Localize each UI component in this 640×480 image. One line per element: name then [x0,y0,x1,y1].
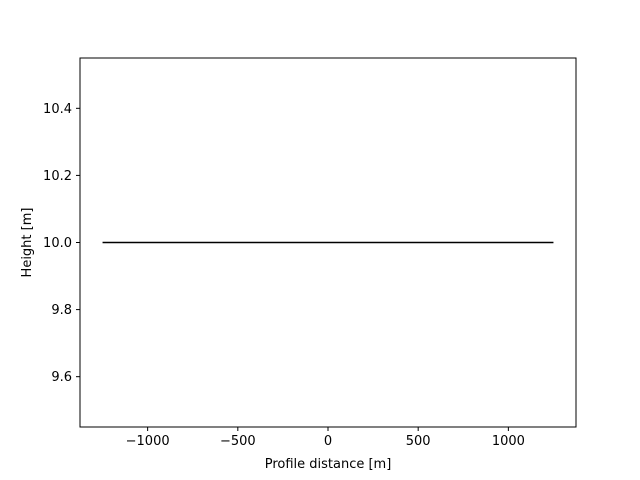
y-tick-label: 9.6 [51,370,72,385]
x-tick-label: −500 [220,434,256,449]
y-tick-label: 9.8 [51,303,72,318]
y-axis-ticks: 9.6 9.8 10.0 10.2 10.4 [43,102,80,385]
y-tick-label: 10.4 [43,102,72,117]
y-tick-label: 10.0 [43,236,72,251]
x-tick-label: −1000 [126,434,170,449]
x-tick-label: 500 [406,434,431,449]
plot-frame [79,57,577,428]
x-axis-label: Profile distance [m] [265,457,392,472]
y-tick-label: 10.2 [43,169,72,184]
x-tick-label: 1000 [492,434,525,449]
y-axis-label: Height [m] [20,208,35,278]
x-axis-ticks: −1000 −500 0 500 1000 [126,427,525,449]
x-tick-label: 0 [324,434,332,449]
